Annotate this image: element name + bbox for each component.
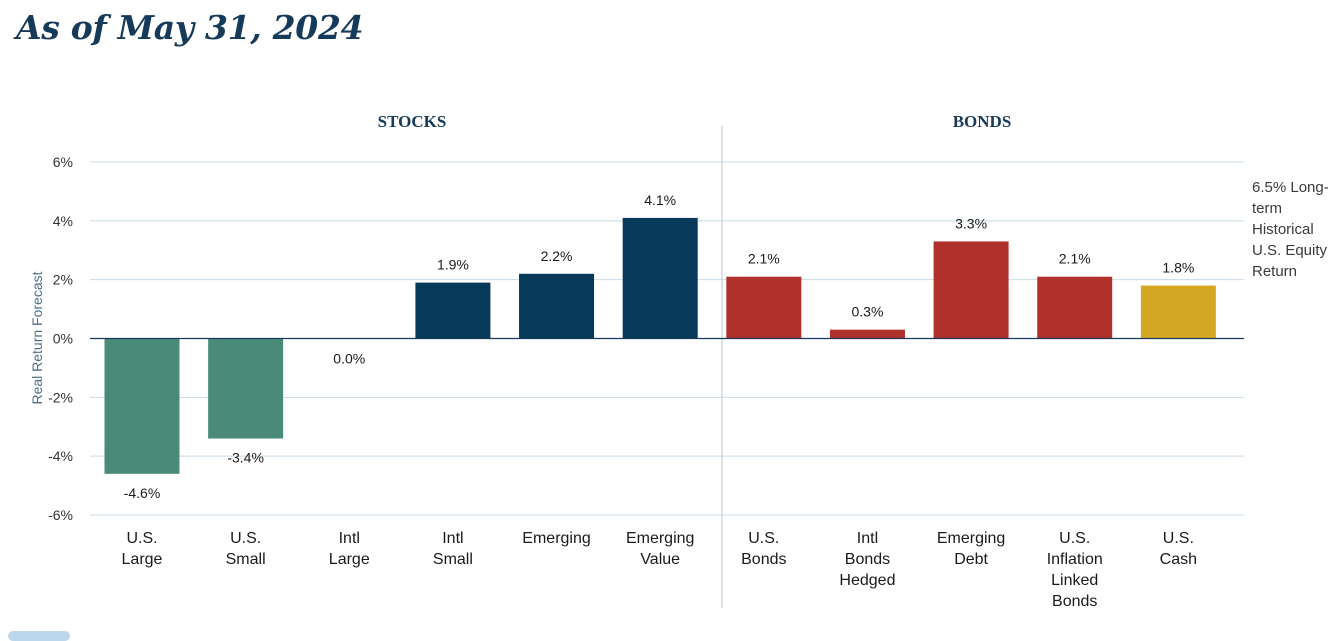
value-label: 2.1% xyxy=(1059,251,1091,267)
category-label: Emerging xyxy=(522,530,590,547)
value-label: 0.0% xyxy=(333,351,365,367)
bar xyxy=(829,329,905,339)
y-tick-label: 6% xyxy=(53,154,73,170)
page-title: As of May 31, 2024 xyxy=(16,8,364,47)
long-term-return-annotation: 6.5% Long-term Historical U.S. Equity Retur… xyxy=(1252,179,1329,280)
category-label: U.S. xyxy=(1059,530,1090,547)
bar xyxy=(622,217,698,339)
value-label: -3.4% xyxy=(227,450,264,466)
y-tick-label: 0% xyxy=(53,331,73,347)
group-label-bonds: BONDS xyxy=(953,112,1012,131)
y-tick-label: 4% xyxy=(53,213,73,229)
category-label: Bonds xyxy=(845,551,890,568)
y-axis-ticks: -6% -4% -2% 0% 2% 4% 6% xyxy=(48,154,73,523)
category-label: U.S. xyxy=(126,530,157,547)
bar xyxy=(1037,276,1113,339)
category-label: Debt xyxy=(954,551,988,568)
value-label: 2.2% xyxy=(541,248,573,264)
category-label: Intl xyxy=(857,530,878,547)
value-label: 3.3% xyxy=(955,215,987,231)
y-tick-label: 2% xyxy=(53,272,73,288)
bars xyxy=(104,217,1216,474)
annotation-line: Return xyxy=(1252,263,1297,280)
value-labels: -4.6% -3.4% 0.0% 1.9% 2.2% 4.1% 2.1% 0.3% 3.3% 2.… xyxy=(124,192,1195,501)
category-label: Inflation xyxy=(1047,551,1103,568)
y-tick-label: -4% xyxy=(48,448,73,464)
value-label: 1.8% xyxy=(1162,260,1194,276)
annotation-line: U.S. Equity xyxy=(1252,242,1328,259)
annotation-line: term xyxy=(1252,200,1282,217)
y-tick-label: -2% xyxy=(48,389,73,405)
category-label: Bonds xyxy=(741,551,786,568)
bar xyxy=(415,282,491,339)
y-tick-label: -6% xyxy=(48,507,73,523)
category-label: Linked xyxy=(1051,572,1098,589)
value-label: 4.1% xyxy=(644,192,676,208)
category-label: Small xyxy=(226,551,266,568)
category-label: U.S. xyxy=(230,530,261,547)
value-label: 0.3% xyxy=(851,304,883,320)
bar xyxy=(726,276,802,339)
y-axis-label: Real Return Forecast xyxy=(29,271,45,404)
group-label-stocks: STOCKS xyxy=(378,112,447,131)
category-label: Emerging xyxy=(937,530,1005,547)
annotation-line: 6.5% Long- xyxy=(1252,179,1329,196)
value-label: 1.9% xyxy=(437,257,469,273)
bar xyxy=(104,338,180,474)
category-label: Intl xyxy=(339,530,360,547)
value-label: -4.6% xyxy=(124,485,161,501)
category-label: Cash xyxy=(1160,551,1197,568)
category-label: Emerging xyxy=(626,530,694,547)
bar xyxy=(208,338,284,439)
bar xyxy=(519,273,595,339)
value-label: 2.1% xyxy=(748,251,780,267)
category-label: Hedged xyxy=(839,572,895,589)
category-labels: U.S. Large U.S. Small Intl Large Intl Small Emer… xyxy=(122,530,1198,610)
category-label: U.S. xyxy=(748,530,779,547)
category-label: U.S. xyxy=(1163,530,1194,547)
annotation-line: Historical xyxy=(1252,221,1314,238)
category-label: Large xyxy=(122,551,163,568)
category-label: Value xyxy=(640,551,680,568)
category-label: Small xyxy=(433,551,473,568)
category-label: Bonds xyxy=(1052,593,1097,610)
bar xyxy=(933,241,1009,339)
category-label: Intl xyxy=(442,530,463,547)
category-label: Large xyxy=(329,551,370,568)
scrollbar-thumb[interactable] xyxy=(8,631,70,641)
bar xyxy=(1140,285,1216,339)
